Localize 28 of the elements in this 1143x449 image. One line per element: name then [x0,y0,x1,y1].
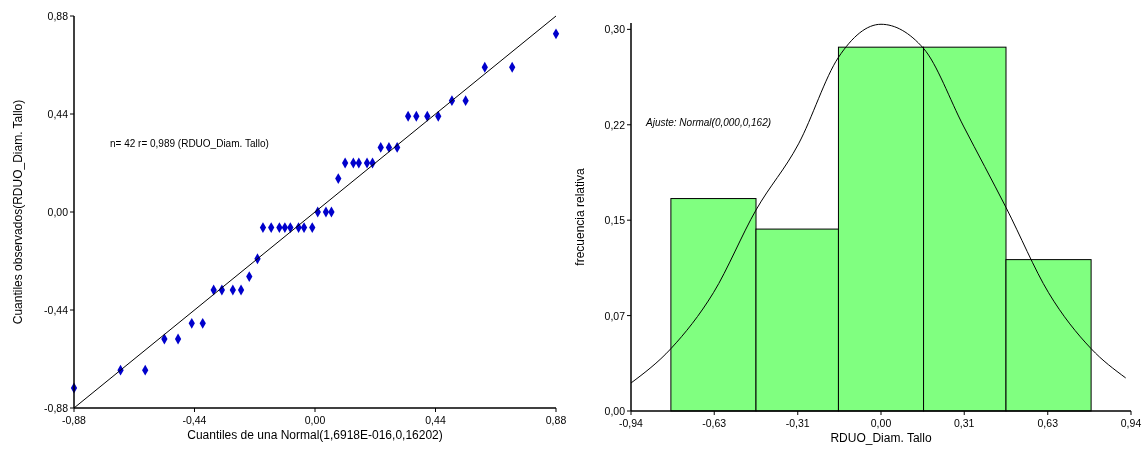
y-tick-label: 0,00 [604,405,626,417]
x-tick-label: 0,00 [870,417,892,429]
y-tick-label: 0,88 [47,10,69,22]
x-tick-label: -0,63 [702,417,727,429]
x-tick-label: -0,88 [62,414,87,426]
annotation: n= 42 r= 0,989 (RDUO_Diam. Tallo) [110,138,269,149]
x-tick-label: -0,94 [619,417,644,429]
x-tick-label: 0,94 [1120,417,1142,429]
y-tick-label: 0,30 [604,23,626,36]
y-axis-title: Cuantiles observados(RDUO_Diam. Tallo) [11,99,25,325]
annotation: Ajuste: Normal(0,000,0,162) [645,117,772,128]
y-tick-label: -0,88 [44,402,69,414]
x-tick-label: 0,88 [545,414,567,426]
y-tick-label: 0,00 [47,206,69,218]
x-tick-label: -0,31 [785,417,810,429]
x-tick-label: 0,44 [425,414,446,426]
x-tick-label: 0,00 [304,414,326,426]
y-tick-label: 0,22 [604,118,626,131]
y-tick-label: -0,44 [44,304,69,316]
x-tick-label: 0,63 [1037,417,1059,429]
x-tick-label: 0,31 [954,417,975,429]
y-axis-title: frecuencia relativa [573,167,587,266]
y-tick-label: 0,15 [604,214,626,227]
y-tick-label: 0,07 [604,309,626,322]
x-axis-title: RDUO_Diam. Tallo [830,431,932,445]
x-tick-label: -0,44 [182,414,207,426]
x-axis-title: Cuantiles de una Normal(1,6918E-016,0,16202) [187,428,443,442]
y-tick-label: 0,44 [47,108,69,120]
